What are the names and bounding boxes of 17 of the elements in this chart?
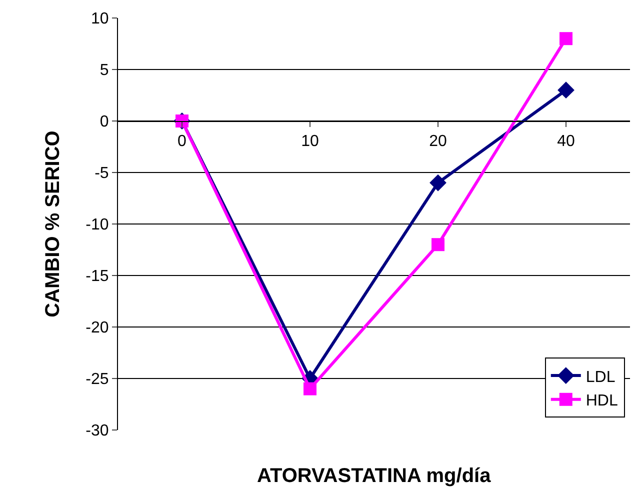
y-tick-label: -15 — [86, 268, 109, 286]
y-tick-label: 10 — [91, 10, 109, 28]
y-tick-label: -25 — [86, 371, 109, 388]
legend-label: LDL — [586, 368, 616, 386]
y-tick-label: -10 — [86, 216, 109, 234]
y-axis-title: CAMBIO % SERICO — [42, 130, 64, 318]
y-tick-label: -30 — [86, 422, 109, 440]
x-axis-title: ATORVASTATINA mg/día — [257, 465, 492, 487]
y-tick-label: -5 — [94, 165, 109, 182]
y-tick-label: 0 — [100, 114, 109, 131]
x-tick-label: 20 — [429, 133, 447, 150]
y-tick-label: 5 — [100, 62, 109, 80]
legend-label: HDL — [586, 392, 618, 410]
y-tick-label: -20 — [86, 320, 109, 337]
x-tick-label: 10 — [301, 133, 319, 150]
x-tick-label: 0 — [178, 133, 187, 150]
x-tick-label: 40 — [557, 133, 575, 150]
